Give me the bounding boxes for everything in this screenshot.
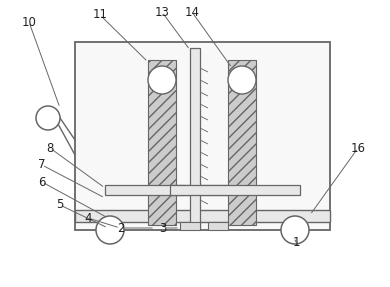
Text: 16: 16 <box>351 141 365 154</box>
Text: 2: 2 <box>117 222 125 234</box>
Text: 6: 6 <box>38 175 46 189</box>
Text: 3: 3 <box>159 222 167 234</box>
Bar <box>190 48 200 228</box>
Bar <box>148 60 176 225</box>
Bar <box>75 210 330 222</box>
Bar <box>228 60 256 225</box>
Bar <box>105 185 235 195</box>
Circle shape <box>96 216 124 244</box>
Bar <box>170 185 300 195</box>
Text: 7: 7 <box>38 158 46 172</box>
Circle shape <box>36 106 60 130</box>
Circle shape <box>148 66 176 94</box>
Text: 13: 13 <box>154 5 169 18</box>
Bar <box>180 222 200 230</box>
Text: 8: 8 <box>46 141 54 154</box>
Text: 1: 1 <box>292 236 300 249</box>
Text: 4: 4 <box>84 212 92 224</box>
Bar <box>208 222 228 230</box>
Text: 11: 11 <box>92 9 108 22</box>
Text: 14: 14 <box>184 5 200 18</box>
Text: 10: 10 <box>21 15 36 28</box>
Text: 5: 5 <box>56 199 64 212</box>
Bar <box>176 185 184 195</box>
Circle shape <box>281 216 309 244</box>
Bar <box>75 42 330 230</box>
Circle shape <box>228 66 256 94</box>
